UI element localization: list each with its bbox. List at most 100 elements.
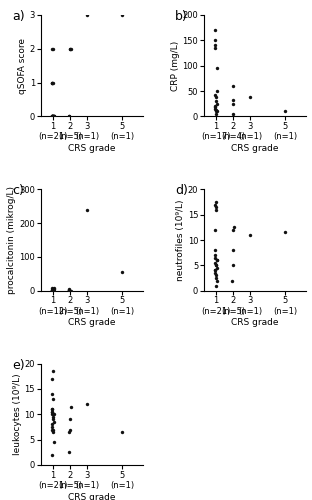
Point: [231, 226, 236, 234]
Point: [51, 285, 56, 293]
Point: [49, 112, 54, 120]
Point: [50, 45, 55, 53]
Text: a): a): [12, 10, 25, 23]
Point: [214, 276, 219, 284]
Point: [247, 93, 252, 101]
Point: [68, 402, 73, 410]
Point: [50, 408, 55, 416]
Point: [51, 112, 56, 120]
Point: [49, 286, 54, 294]
Point: [49, 112, 54, 120]
Point: [51, 428, 56, 436]
Point: [214, 274, 219, 282]
Point: [212, 269, 217, 277]
Point: [50, 286, 55, 294]
Point: [230, 96, 235, 104]
Point: [49, 423, 54, 431]
Point: [66, 112, 71, 120]
Point: [50, 78, 55, 86]
Point: [49, 410, 54, 418]
Point: [51, 418, 56, 426]
Point: [214, 262, 219, 270]
Point: [49, 420, 54, 428]
Y-axis label: neutrofiles (10⁹/L): neutrofiles (10⁹/L): [176, 199, 185, 281]
Point: [215, 256, 220, 264]
Point: [212, 105, 217, 113]
Point: [50, 78, 55, 86]
Point: [51, 286, 56, 294]
Point: [212, 251, 217, 259]
Point: [51, 410, 56, 418]
Point: [51, 284, 56, 292]
X-axis label: CRS grade: CRS grade: [68, 144, 115, 153]
Point: [51, 112, 56, 120]
Point: [212, 259, 217, 267]
Point: [231, 82, 236, 90]
Point: [231, 110, 236, 118]
Point: [51, 367, 56, 375]
Point: [85, 206, 90, 214]
Point: [49, 408, 54, 416]
Point: [49, 78, 54, 86]
Y-axis label: procalcitonin (mikrog/L): procalcitonin (mikrog/L): [7, 186, 16, 294]
Point: [68, 286, 73, 294]
Point: [213, 226, 218, 234]
Point: [51, 286, 56, 294]
Point: [230, 246, 235, 254]
Point: [119, 428, 124, 436]
Point: [49, 112, 54, 120]
Point: [50, 390, 55, 398]
Y-axis label: leukocytes (10⁹/L): leukocytes (10⁹/L): [13, 374, 22, 455]
Point: [231, 224, 236, 232]
Point: [231, 100, 236, 108]
Point: [212, 102, 217, 110]
Point: [51, 112, 56, 120]
Point: [213, 254, 218, 262]
Point: [214, 97, 219, 105]
Text: d): d): [175, 184, 188, 198]
Point: [214, 100, 219, 108]
Point: [214, 256, 219, 264]
Point: [68, 45, 73, 53]
Point: [51, 112, 56, 120]
X-axis label: CRS grade: CRS grade: [68, 492, 115, 500]
Point: [283, 228, 288, 236]
Point: [84, 400, 89, 408]
Point: [51, 410, 56, 418]
Point: [119, 11, 124, 19]
Point: [51, 284, 56, 292]
Point: [51, 413, 56, 421]
Point: [51, 416, 56, 424]
Point: [212, 103, 217, 111]
Point: [49, 286, 54, 294]
Point: [212, 36, 217, 44]
Point: [49, 112, 54, 120]
Point: [212, 246, 217, 254]
Point: [51, 45, 56, 53]
Point: [212, 266, 217, 274]
X-axis label: CRS grade: CRS grade: [231, 144, 279, 153]
Point: [50, 112, 55, 120]
Point: [51, 112, 56, 120]
Point: [67, 285, 72, 293]
Point: [51, 426, 56, 434]
Point: [49, 284, 54, 292]
Point: [212, 42, 217, 50]
Point: [67, 286, 72, 294]
Point: [213, 110, 218, 118]
Point: [66, 448, 71, 456]
Point: [50, 375, 55, 383]
Point: [214, 106, 219, 114]
Point: [67, 286, 72, 294]
Y-axis label: qSOFA score: qSOFA score: [18, 38, 27, 94]
Point: [49, 112, 54, 120]
Point: [213, 44, 218, 52]
Point: [212, 266, 217, 274]
Point: [67, 45, 72, 53]
Point: [213, 206, 218, 214]
Point: [282, 108, 287, 116]
Point: [67, 426, 72, 434]
Point: [213, 203, 218, 211]
Point: [213, 282, 218, 290]
Text: e): e): [12, 358, 25, 372]
